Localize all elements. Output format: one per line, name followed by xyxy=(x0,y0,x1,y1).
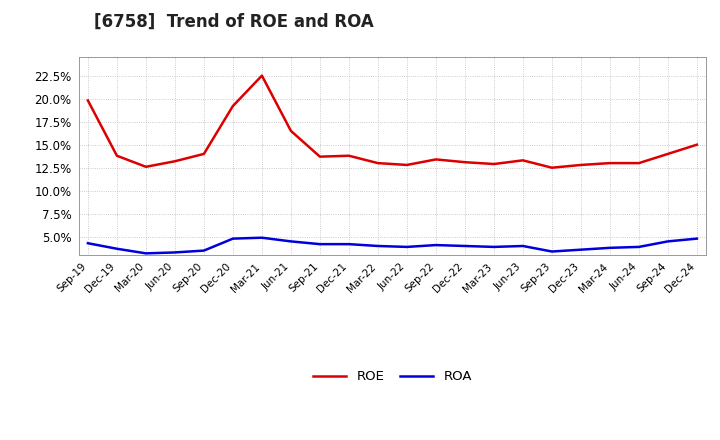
ROA xyxy=(577,247,585,252)
ROA xyxy=(634,244,643,249)
ROE xyxy=(258,73,266,78)
ROA xyxy=(199,248,208,253)
ROE xyxy=(171,159,179,164)
ROA xyxy=(315,242,324,247)
ROE xyxy=(345,153,354,158)
Line: ROE: ROE xyxy=(88,76,697,168)
ROA xyxy=(171,250,179,255)
Legend: ROE, ROA: ROE, ROA xyxy=(307,365,477,389)
ROA xyxy=(693,236,701,241)
ROA xyxy=(287,239,295,244)
ROE xyxy=(490,161,498,167)
ROE xyxy=(112,153,121,158)
Line: ROA: ROA xyxy=(88,238,697,253)
ROE xyxy=(461,160,469,165)
ROE xyxy=(518,158,527,163)
ROA xyxy=(345,242,354,247)
ROE xyxy=(548,165,557,170)
ROA xyxy=(258,235,266,240)
ROE xyxy=(431,157,440,162)
ROE xyxy=(374,161,382,166)
ROE xyxy=(606,161,614,166)
ROA xyxy=(374,243,382,249)
ROA xyxy=(518,243,527,249)
ROE xyxy=(634,161,643,166)
ROA xyxy=(142,251,150,256)
ROA xyxy=(548,249,557,254)
ROA xyxy=(84,241,92,246)
ROE xyxy=(693,142,701,147)
ROE xyxy=(577,162,585,168)
ROA xyxy=(461,243,469,249)
ROA xyxy=(112,246,121,251)
ROA xyxy=(402,244,411,249)
ROA xyxy=(664,239,672,244)
ROE xyxy=(287,128,295,133)
ROA xyxy=(606,245,614,250)
ROE xyxy=(142,164,150,169)
ROA xyxy=(431,242,440,248)
ROA xyxy=(490,244,498,249)
ROA xyxy=(228,236,237,241)
ROE xyxy=(402,162,411,168)
ROE xyxy=(84,98,92,103)
Text: [6758]  Trend of ROE and ROA: [6758] Trend of ROE and ROA xyxy=(94,13,374,31)
ROE xyxy=(315,154,324,159)
ROE xyxy=(664,151,672,157)
ROE xyxy=(199,151,208,157)
ROE xyxy=(228,103,237,109)
